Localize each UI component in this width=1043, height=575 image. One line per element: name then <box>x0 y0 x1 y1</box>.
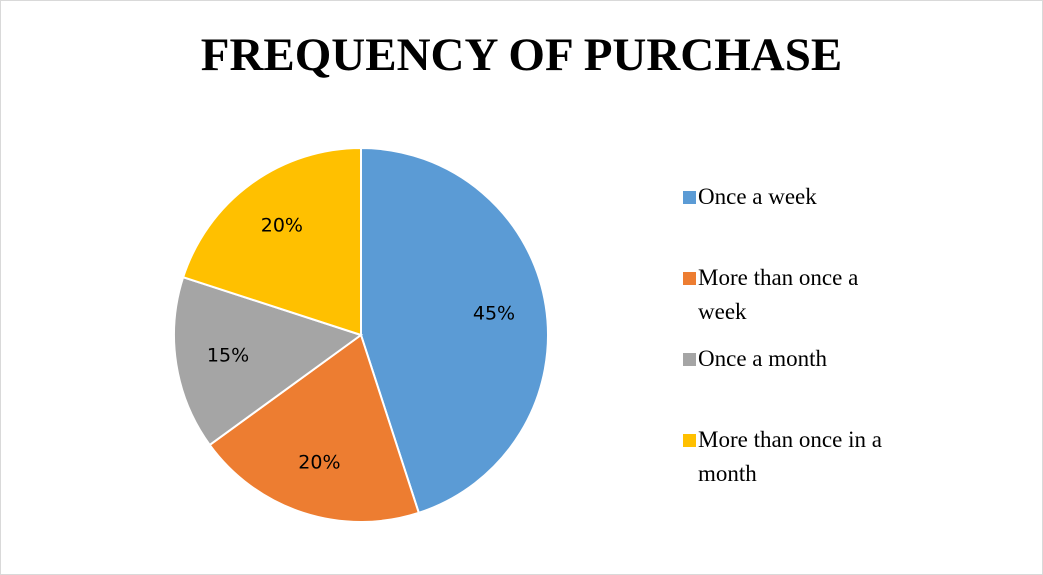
pie-slice <box>173 275 364 447</box>
legend-swatch <box>683 191 696 204</box>
data-label: 15% <box>207 345 249 367</box>
data-label: 20% <box>298 452 340 474</box>
legend-swatch <box>683 272 696 285</box>
pie-slice <box>181 146 362 337</box>
data-label: 45% <box>473 302 515 324</box>
legend-label: Once a week <box>698 184 817 209</box>
data-label: 20% <box>261 215 303 237</box>
legend-swatch <box>683 353 696 366</box>
pie-slice <box>208 333 421 523</box>
legend-label: More than once a week <box>698 265 859 324</box>
legend-label: Once a month <box>698 346 828 371</box>
chart-title: FREQUENCY OF PURCHASE <box>200 29 843 81</box>
legend-label: More than once in a month <box>698 427 882 486</box>
pie-slice <box>360 146 549 515</box>
legend-swatch <box>683 434 696 447</box>
